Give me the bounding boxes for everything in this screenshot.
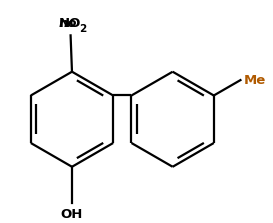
Text: Me: Me <box>244 74 266 87</box>
Text: NO: NO <box>59 17 81 30</box>
Text: 2: 2 <box>79 24 87 34</box>
Text: no: no <box>59 17 77 30</box>
Text: OH: OH <box>61 208 83 221</box>
